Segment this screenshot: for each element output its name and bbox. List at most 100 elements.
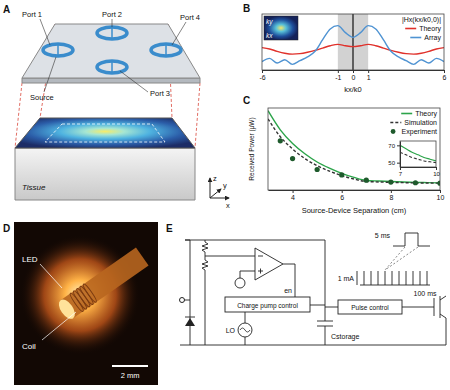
wire bbox=[325, 240, 326, 321]
wire bbox=[185, 240, 190, 300]
axis-arrow bbox=[210, 189, 221, 198]
x-axis-title: Source-Device Separation (cm) bbox=[302, 206, 407, 215]
legend-label: Experiment bbox=[402, 128, 437, 136]
tick-mark bbox=[391, 190, 392, 193]
diode bbox=[185, 318, 195, 326]
pulse-spike bbox=[399, 271, 400, 285]
block-label: Charge pump control bbox=[237, 302, 298, 310]
wire bbox=[310, 305, 325, 306]
port-label: Port 2 bbox=[102, 10, 122, 19]
panel-e: enCharge pump controlLOCstoragePulse con… bbox=[180, 232, 447, 345]
panel-c: 46810Source-Device Separation (cm)Receiv… bbox=[248, 108, 444, 215]
panel-b: -6-1016kx/k0|Hx(kx/k0,0)|TheoryArraykykx bbox=[259, 14, 446, 94]
tick: 6 bbox=[443, 70, 447, 81]
tick: 0 bbox=[352, 70, 356, 81]
wire bbox=[260, 269, 261, 274]
device-body bbox=[61, 247, 149, 318]
wire bbox=[258, 256, 263, 257]
panel-a: Port 1Port 2Port 3Port 4SourceTissuezyx bbox=[15, 10, 230, 210]
leader bbox=[120, 71, 148, 92]
plot-frame bbox=[262, 14, 444, 70]
scale-label: 100 ms bbox=[414, 290, 437, 297]
leader bbox=[42, 312, 76, 340]
data-point bbox=[339, 172, 344, 177]
port-label: Port 1 bbox=[22, 10, 42, 19]
lo-symbol bbox=[240, 328, 250, 332]
wire bbox=[360, 285, 430, 286]
tick: -6 bbox=[259, 70, 265, 81]
legend-symbol bbox=[390, 122, 401, 124]
data-point bbox=[388, 179, 393, 184]
tick-mark bbox=[397, 145, 400, 146]
series-line bbox=[400, 152, 436, 162]
tick: 1 bbox=[367, 70, 371, 81]
series-line bbox=[400, 145, 436, 161]
x-axis: 710 bbox=[399, 167, 441, 177]
lo-source bbox=[238, 323, 252, 337]
legend: TheorySimulationExperiment bbox=[390, 110, 437, 136]
op-amp bbox=[255, 248, 283, 280]
scale-bar bbox=[112, 365, 148, 367]
scale-label: 1 mA bbox=[338, 275, 355, 282]
tick: 8 bbox=[389, 190, 393, 201]
port-label: Port 4 bbox=[180, 13, 200, 22]
data-point bbox=[290, 156, 295, 161]
x-axis: -6 -1 01 6 bbox=[259, 70, 446, 81]
axis-line bbox=[401, 167, 437, 168]
plot-area bbox=[262, 14, 444, 70]
panel-letter: C bbox=[243, 95, 250, 106]
wire bbox=[317, 321, 333, 322]
tick-label: 6 bbox=[443, 74, 447, 81]
k-space-image bbox=[264, 16, 298, 40]
data-point bbox=[315, 167, 320, 172]
leader bbox=[172, 22, 186, 45]
tick: 10 bbox=[437, 190, 445, 201]
pulse-spike bbox=[371, 271, 372, 285]
leader bbox=[40, 19, 50, 45]
scale-label: 2 mm bbox=[121, 371, 140, 380]
wire bbox=[245, 312, 246, 323]
legend-symbol bbox=[391, 129, 396, 134]
tick-mark bbox=[262, 70, 263, 73]
panel-letter: E bbox=[166, 223, 173, 234]
tick-label: 70 bbox=[388, 143, 395, 149]
y-axis: 50 70 bbox=[388, 142, 400, 168]
panel-letter: D bbox=[3, 223, 10, 234]
legend-symbol bbox=[410, 37, 421, 39]
axis-line bbox=[269, 190, 441, 191]
component-label: Cstorage bbox=[331, 333, 360, 341]
port-coil bbox=[43, 44, 73, 56]
leader bbox=[40, 264, 62, 288]
wire bbox=[205, 256, 255, 257]
tick: 70 bbox=[388, 143, 400, 149]
pulse-spike bbox=[413, 271, 414, 285]
axis-arrow bbox=[210, 198, 229, 199]
tick-label: 10 bbox=[433, 171, 440, 177]
wire bbox=[245, 337, 246, 345]
leader bbox=[112, 19, 113, 27]
port-feed bbox=[165, 44, 167, 56]
port-feed bbox=[111, 27, 113, 39]
tick-label: 50 bbox=[388, 160, 395, 166]
panel-letter: B bbox=[243, 3, 250, 14]
source-label: Source bbox=[30, 93, 54, 102]
reference-source bbox=[235, 278, 245, 288]
input-terminal bbox=[180, 298, 185, 303]
source-label: LO bbox=[226, 327, 236, 334]
tick: 50 bbox=[388, 160, 400, 166]
coil-turn bbox=[75, 288, 91, 308]
tick: 10 bbox=[433, 167, 440, 177]
tissue-top bbox=[15, 118, 195, 148]
photo-label: Coil bbox=[22, 342, 36, 351]
highlight-band bbox=[338, 14, 368, 70]
wire bbox=[317, 326, 333, 327]
wire bbox=[434, 298, 435, 316]
panel-c-inset: 710 50 70 bbox=[388, 141, 440, 177]
tick: -1 bbox=[335, 70, 341, 81]
axis-line bbox=[400, 142, 401, 168]
wire bbox=[440, 314, 446, 345]
tick-mark bbox=[353, 70, 354, 73]
legend: |Hx(kx/k0,0)|TheoryArray bbox=[402, 16, 442, 42]
port-feed bbox=[57, 44, 59, 56]
port-coil bbox=[97, 27, 127, 39]
